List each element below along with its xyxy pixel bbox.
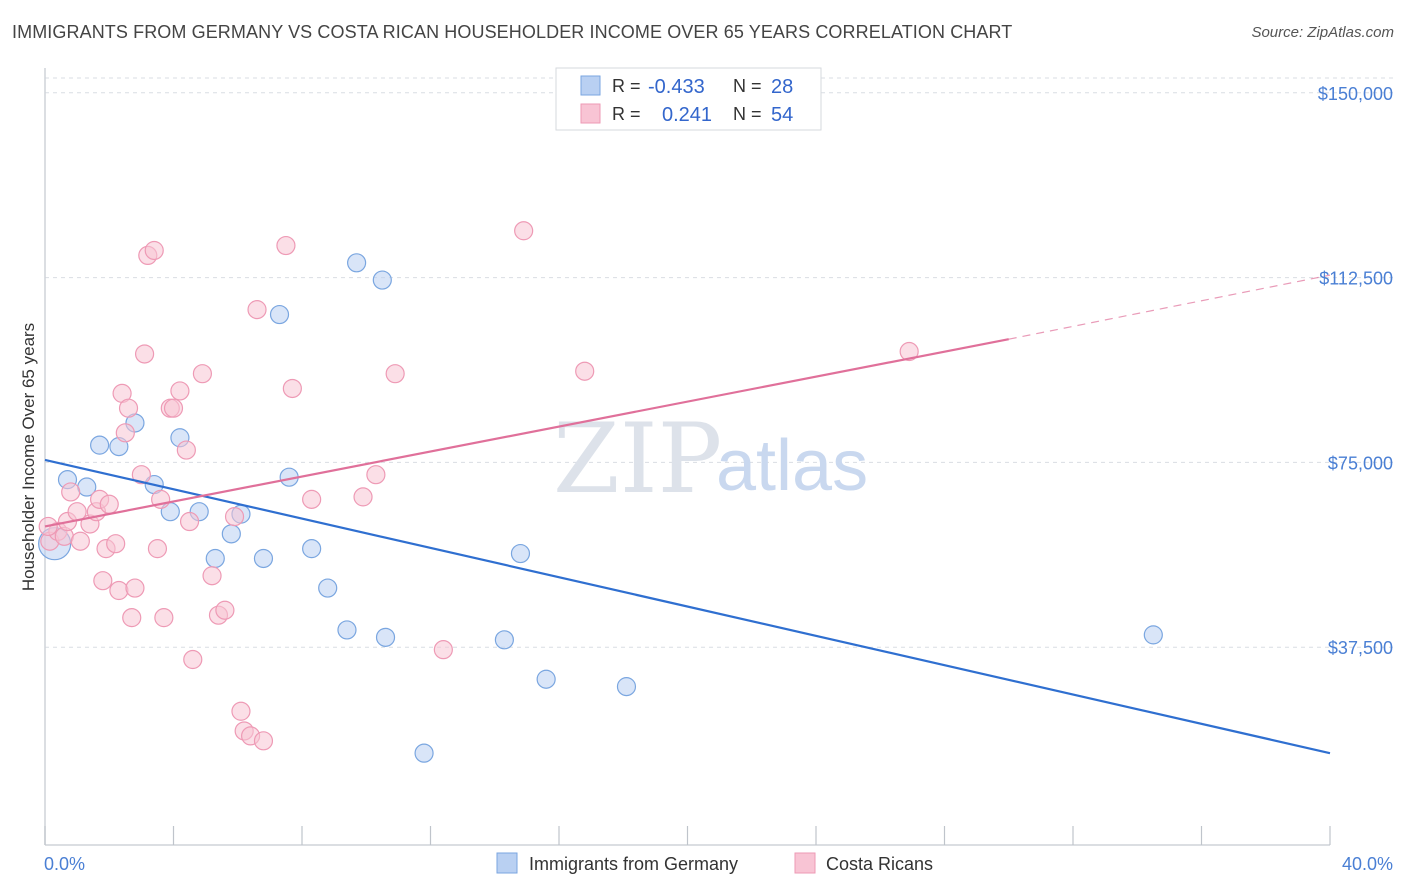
- legend-swatch-pink: [580, 103, 601, 124]
- data-point-germany: [510, 543, 531, 564]
- y-tick-label: $75,000: [1328, 453, 1393, 473]
- data-point-costa-rica: [106, 534, 126, 554]
- data-point-germany: [318, 578, 338, 598]
- source-label: Source: ZipAtlas.com: [1251, 24, 1394, 41]
- legend-swatch-blue: [580, 75, 601, 96]
- y-tick-label: $37,500: [1328, 638, 1393, 658]
- series-legend: Immigrants from Germany Costa Ricans: [496, 852, 933, 874]
- legend-n-label-1: N =: [733, 76, 762, 96]
- data-point-germany: [616, 677, 637, 697]
- bottom-legend-germany: Immigrants from Germany: [529, 854, 738, 874]
- data-point-costa-rica: [144, 240, 164, 261]
- data-point-costa-rica: [176, 440, 196, 460]
- tick-labels: $37,500 $75,000 $112,500 $150,000 0.0% 40.0%: [44, 84, 1393, 874]
- y-axis-label: Householder Income Over 65 years: [19, 323, 38, 591]
- data-point-costa-rica: [366, 465, 386, 485]
- data-point-costa-rica: [253, 731, 274, 751]
- data-point-costa-rica: [192, 364, 213, 384]
- data-point-costa-rica: [115, 423, 135, 443]
- watermark-atlas: atlas: [716, 426, 868, 506]
- data-point-germany: [253, 548, 274, 569]
- y-tick-label: $112,500: [1319, 269, 1393, 289]
- data-point-germany: [347, 253, 367, 273]
- legend-r-label-1: R =: [612, 76, 641, 96]
- legend-r-value-2: 0.241: [662, 104, 712, 126]
- data-point-costa-rica: [61, 482, 81, 502]
- data-point-costa-rica: [282, 378, 302, 399]
- data-point-germany: [414, 743, 434, 763]
- data-point-costa-rica: [170, 381, 190, 401]
- data-point-germany: [221, 524, 241, 544]
- data-point-costa-rica: [202, 566, 222, 586]
- data-point-germany: [536, 669, 556, 689]
- legend-n-label-2: N =: [733, 104, 762, 124]
- data-point-germany: [337, 620, 357, 640]
- data-point-costa-rica: [183, 649, 203, 670]
- data-point-costa-rica: [118, 398, 139, 418]
- series-costa-rica-points: [38, 221, 919, 751]
- data-point-costa-rica: [154, 608, 174, 628]
- data-point-costa-rica: [433, 640, 453, 660]
- trend-line-costa-rica-extension: [1008, 274, 1331, 340]
- data-point-costa-rica: [109, 580, 129, 601]
- data-point-costa-rica: [276, 235, 296, 256]
- data-point-costa-rica: [224, 507, 245, 527]
- chart-title: IMMIGRANTS FROM GERMANY VS COSTA RICAN H…: [12, 22, 1013, 42]
- data-point-costa-rica: [899, 341, 919, 362]
- correlation-legend: R = -0.433 N = 28 R = 0.241 N = 54: [555, 67, 822, 131]
- data-point-costa-rica: [179, 511, 200, 532]
- axes: [44, 68, 1331, 846]
- data-point-costa-rica: [247, 300, 267, 320]
- data-point-germany: [269, 304, 290, 325]
- data-point-germany: [375, 627, 396, 647]
- data-point-germany: [1143, 625, 1163, 645]
- trend-line-costa-rica: [44, 338, 1009, 528]
- data-point-costa-rica: [93, 571, 113, 591]
- data-point-costa-rica: [353, 487, 373, 507]
- data-point-germany: [302, 539, 322, 559]
- data-point-germany: [205, 548, 225, 569]
- legend-n-value-2: 54: [771, 104, 793, 126]
- y-tick-label: $150,000: [1318, 84, 1393, 104]
- data-point-costa-rica: [231, 701, 251, 721]
- legend-n-value-1: 28: [771, 76, 793, 98]
- data-point-costa-rica: [122, 608, 142, 628]
- bottom-legend-costa-ricans: Costa Ricans: [826, 854, 933, 874]
- data-point-costa-rica: [99, 494, 119, 514]
- data-point-costa-rica: [70, 531, 90, 551]
- data-point-germany: [90, 435, 110, 455]
- data-point-costa-rica: [385, 364, 405, 384]
- legend-r-value-1: -0.433: [648, 76, 705, 98]
- watermark-zip: ZIP: [553, 403, 722, 515]
- data-point-costa-rica: [215, 600, 235, 620]
- data-point-germany: [372, 270, 392, 290]
- data-point-costa-rica: [514, 221, 534, 241]
- data-point-costa-rica: [134, 344, 155, 364]
- trend-line-germany: [44, 458, 1331, 755]
- grid-lines: [45, 77, 1395, 648]
- x-tick-label-start: 0.0%: [44, 854, 85, 874]
- data-point-costa-rica: [302, 489, 322, 509]
- data-point-costa-rica: [575, 361, 595, 381]
- data-point-costa-rica: [125, 578, 145, 598]
- bottom-legend-swatch-pink: [794, 852, 816, 874]
- watermark: ZIP atlas: [553, 403, 868, 515]
- trend-lines: [44, 274, 1331, 755]
- data-point-germany: [494, 630, 514, 650]
- data-point-costa-rica: [147, 539, 168, 559]
- legend-r-label-2: R =: [612, 104, 641, 124]
- data-point-costa-rica: [163, 398, 184, 418]
- data-point-costa-rica: [131, 465, 151, 485]
- bottom-legend-swatch-blue: [496, 852, 518, 874]
- x-tick-label-end: 40.0%: [1342, 854, 1393, 874]
